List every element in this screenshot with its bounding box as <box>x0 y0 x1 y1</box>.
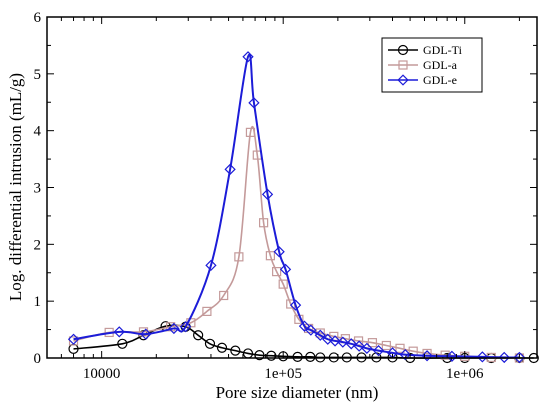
legend-label: GDL-Ti <box>423 43 463 57</box>
data-point-gdl-a <box>272 267 282 277</box>
data-point-gdl-ti <box>266 350 277 361</box>
data-point-gdl-e <box>140 328 152 340</box>
data-point-gdl-e <box>446 350 458 362</box>
data-point-gdl-e <box>476 351 488 363</box>
data-point-gdl-a <box>234 252 244 262</box>
x-tick-label: 1e+05 <box>264 366 302 382</box>
data-point-gdl-a <box>219 290 229 301</box>
data-point-gdl-a <box>68 336 79 346</box>
data-point-gdl-ti <box>292 351 303 362</box>
legend-entry-gdl-a: GDL-a <box>388 58 458 72</box>
data-point-gdl-ti <box>204 338 216 349</box>
data-point-gdl-e <box>279 263 292 275</box>
legend-label: GDL-e <box>423 73 457 87</box>
data-point-gdl-e <box>273 246 285 258</box>
data-point-gdl-a <box>259 218 269 228</box>
legend-marker <box>398 60 408 70</box>
axes-layer: 10000 1e+05 1e+06 0 1 2 3 4 5 6 <box>34 10 538 382</box>
data-point-gdl-e <box>298 320 311 332</box>
data-point-gdl-e <box>421 350 433 362</box>
data-point-gdl-e <box>205 259 217 272</box>
data-point-gdl-e <box>322 333 334 345</box>
data-point-gdl-ti <box>193 330 204 341</box>
y-axis-title: Log. differential intrusion (mL/g) <box>6 73 25 301</box>
data-point-gdl-e <box>345 338 357 350</box>
data-point-gdl-e <box>289 299 302 311</box>
legend-entry-gdl-ti: GDL-Ti <box>388 43 463 57</box>
data-point-gdl-ti <box>230 345 241 356</box>
legend-marker <box>397 74 409 86</box>
data-point-gdl-e <box>113 326 125 338</box>
data-point-gdl-e <box>361 342 373 354</box>
series-gdl-e <box>67 51 526 364</box>
data-point-gdl-e <box>337 336 349 348</box>
y-tick-label: 3 <box>34 181 42 197</box>
series-layer <box>67 51 539 364</box>
legend-marker <box>397 44 409 56</box>
y-tick-label: 1 <box>34 294 42 310</box>
data-point-gdl-e <box>305 324 317 336</box>
data-point-gdl-ti <box>216 342 228 353</box>
data-point-gdl-e <box>168 322 180 335</box>
data-point-gdl-e <box>179 321 192 333</box>
data-point-gdl-e <box>513 351 526 364</box>
data-point-gdl-e <box>329 335 341 347</box>
data-point-gdl-a <box>265 251 275 261</box>
data-point-gdl-a <box>395 343 405 353</box>
x-axis-title: Pore size diameter (nm) <box>216 383 379 402</box>
data-point-gdl-a <box>278 279 288 289</box>
data-point-gdl-ti <box>117 338 128 349</box>
legend-entry-gdl-e: GDL-e <box>388 73 457 87</box>
data-point-gdl-a <box>367 338 378 348</box>
data-point-gdl-a <box>202 306 212 316</box>
x-tick-label: 1e+06 <box>446 366 484 382</box>
y-tick-label: 5 <box>34 67 42 83</box>
data-point-gdl-e <box>399 348 411 361</box>
y-tick-label: 2 <box>34 237 42 253</box>
data-point-gdl-e <box>498 351 510 364</box>
y-tick-label: 4 <box>34 124 42 140</box>
data-point-gdl-e <box>224 163 236 175</box>
data-point-gdl-a <box>245 127 256 137</box>
series-line-gdl-e <box>73 53 520 359</box>
x-tick-label: 10000 <box>83 366 121 382</box>
data-point-gdl-e <box>372 344 385 357</box>
data-point-gdl-e <box>67 333 80 345</box>
data-point-gdl-e <box>248 97 260 109</box>
data-point-gdl-e <box>314 329 326 341</box>
data-point-gdl-e <box>242 51 254 63</box>
y-tick-label: 0 <box>34 351 42 367</box>
data-point-gdl-a <box>381 340 391 351</box>
y-tick-label: 6 <box>34 10 42 26</box>
legend-label: GDL-a <box>423 58 458 72</box>
data-point-gdl-ti <box>305 351 316 362</box>
data-point-gdl-e <box>353 340 365 352</box>
data-point-gdl-e <box>261 188 274 200</box>
